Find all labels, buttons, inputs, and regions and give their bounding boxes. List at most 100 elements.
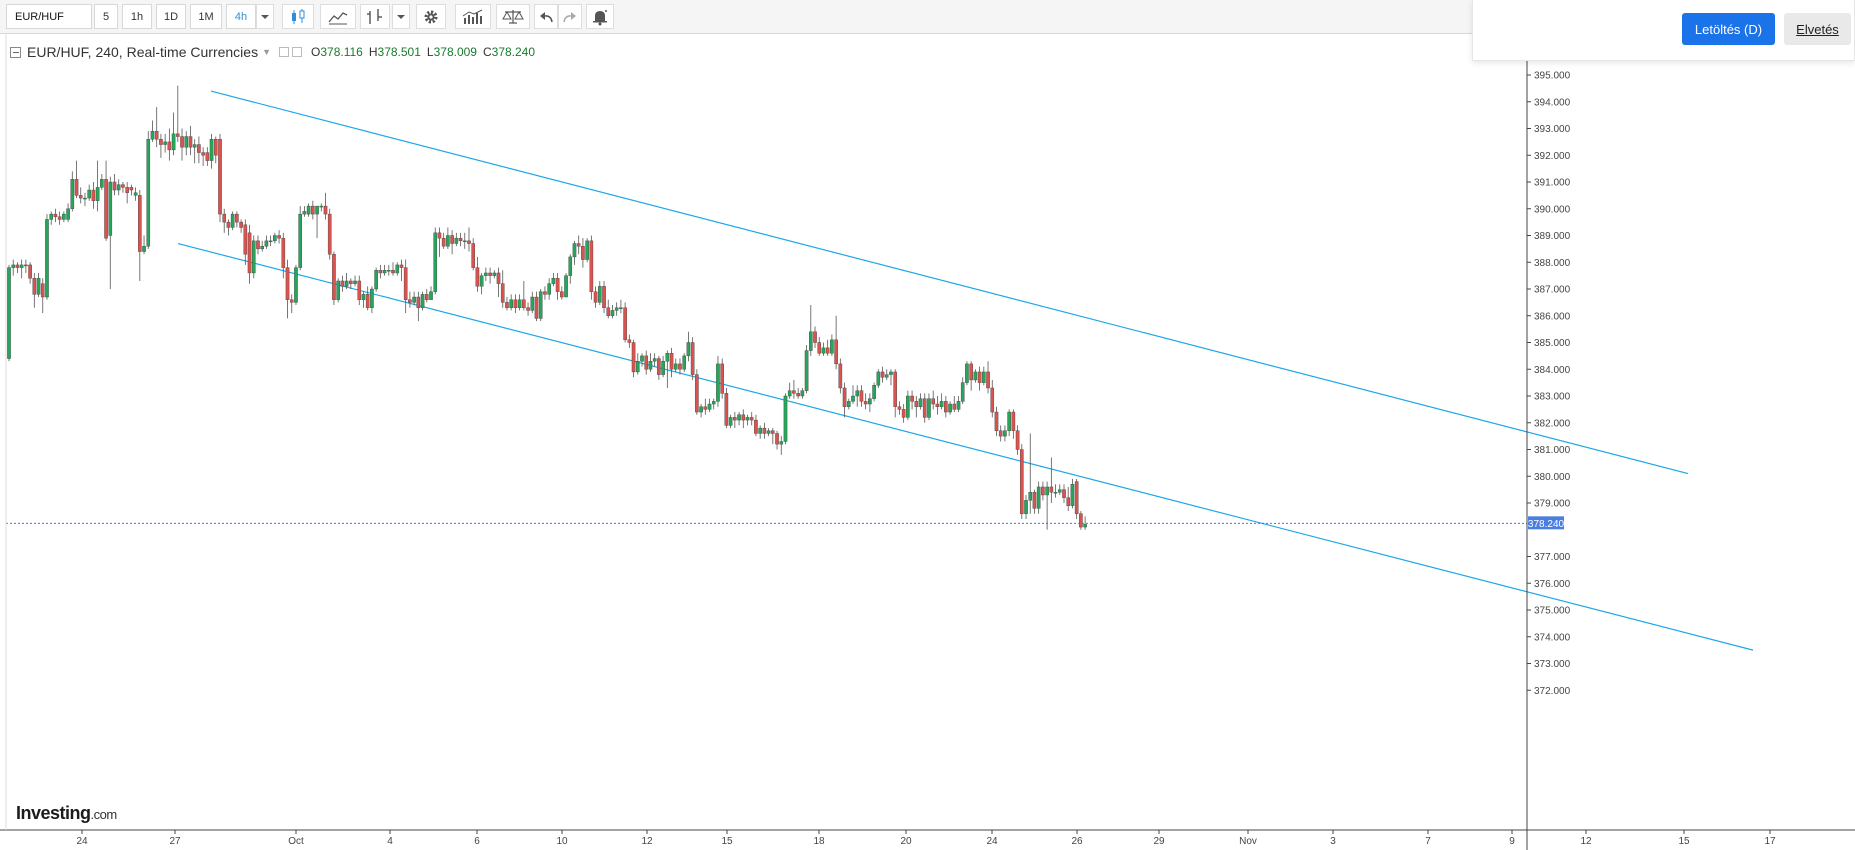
channel-line-upper[interactable] (210, 90, 1689, 475)
candle-body (311, 205, 315, 215)
x-tick-label: Nov (1239, 836, 1257, 847)
candle-body (842, 387, 847, 407)
candle (95, 160, 100, 212)
candle (627, 334, 632, 348)
candle-body (830, 339, 834, 354)
candle-body (644, 355, 649, 370)
candle (125, 182, 129, 204)
candle (344, 272, 349, 289)
candle-body (606, 307, 611, 316)
candle (610, 305, 615, 319)
channel-line-lower[interactable] (177, 242, 1754, 651)
candle (467, 227, 471, 252)
candle (479, 272, 484, 295)
candle (40, 278, 45, 314)
interval-1d-button[interactable]: 1D (156, 4, 186, 29)
interval-1h-button[interactable]: 1h (122, 4, 152, 29)
candle-body (695, 374, 699, 413)
candle-body (619, 307, 623, 309)
candle (281, 232, 286, 279)
candle-body (36, 278, 41, 295)
candle-body (1036, 486, 1041, 509)
candle (424, 289, 429, 303)
candle-body (201, 152, 205, 156)
candle (952, 396, 957, 413)
candle-body (1083, 524, 1087, 528)
candle-body (935, 403, 940, 407)
candle-body (327, 213, 332, 255)
candle (944, 396, 948, 418)
undo-button[interactable] (534, 4, 558, 29)
interval-1m-button[interactable]: 1M (190, 4, 222, 29)
candle (623, 302, 627, 343)
candle-body (804, 350, 809, 391)
y-tick-label: 381.000 (1534, 445, 1571, 456)
dismiss-button[interactable]: Elvetés (1784, 13, 1851, 45)
legend-caret-icon[interactable]: ▼ (262, 47, 271, 57)
bar-chart-button[interactable] (360, 4, 390, 29)
candle (990, 379, 995, 418)
candle-body (24, 264, 28, 267)
candle (517, 294, 522, 311)
settings-button[interactable] (416, 4, 446, 29)
high-value: 378.501 (377, 45, 421, 59)
candle-body (543, 291, 547, 295)
interval-4h-button[interactable]: 4h (226, 4, 256, 29)
symbol-input[interactable]: EUR/HUF (6, 4, 92, 29)
candle-body (931, 398, 935, 405)
candle-body (488, 272, 492, 276)
candle (104, 160, 108, 241)
candle (783, 393, 788, 445)
candle (391, 262, 395, 276)
candle (522, 280, 526, 311)
candle (1024, 494, 1028, 520)
alert-button[interactable] (586, 4, 614, 29)
indicators-button[interactable] (455, 4, 491, 29)
compare-button[interactable] (496, 4, 530, 29)
candle-body (116, 184, 121, 191)
candle-body (711, 401, 716, 405)
candle-body (319, 205, 324, 208)
x-tick-label: 24 (76, 836, 88, 847)
candle (496, 267, 501, 298)
candle-body (133, 192, 138, 196)
interval-dropdown-button[interactable] (256, 4, 274, 29)
candle-body (998, 430, 1003, 437)
candle-body (800, 390, 805, 397)
candle-body (378, 270, 383, 274)
x-tick-label: 24 (986, 836, 998, 847)
candle-body (551, 278, 556, 284)
interval-5-button[interactable]: 5 (94, 4, 118, 29)
candle (741, 409, 746, 429)
visibility-icon[interactable] (279, 47, 289, 57)
candle-body (703, 406, 708, 410)
settings-small-icon[interactable] (292, 47, 302, 57)
candle (53, 208, 58, 223)
candlestick-chart-button[interactable] (282, 4, 314, 29)
candle-body (66, 208, 70, 220)
candle (462, 232, 467, 249)
candle (589, 235, 594, 300)
candle (273, 232, 277, 244)
redo-button[interactable] (558, 4, 582, 29)
logo-brand: Investing (16, 803, 91, 823)
candle-body (298, 213, 302, 268)
candle-body (49, 213, 53, 220)
candle-body (492, 272, 497, 276)
candle (876, 369, 881, 388)
candle (994, 406, 999, 437)
legend-high: H378.501 (369, 45, 421, 59)
candle-body (509, 299, 513, 308)
candle-body (969, 363, 973, 381)
open-value: 378.116 (320, 45, 363, 59)
candle-body (243, 224, 248, 255)
candle (260, 240, 265, 252)
collapse-legend-icon[interactable] (10, 46, 21, 58)
legend-title[interactable]: EUR/HUF, 240, Real-time Currencies (27, 44, 259, 60)
line-chart-button[interactable] (320, 4, 356, 29)
candle-body (251, 240, 256, 274)
download-button[interactable]: Letöltés (D) (1682, 13, 1775, 45)
candle-body (1057, 489, 1062, 493)
chart-type-dropdown-button[interactable] (392, 4, 410, 29)
